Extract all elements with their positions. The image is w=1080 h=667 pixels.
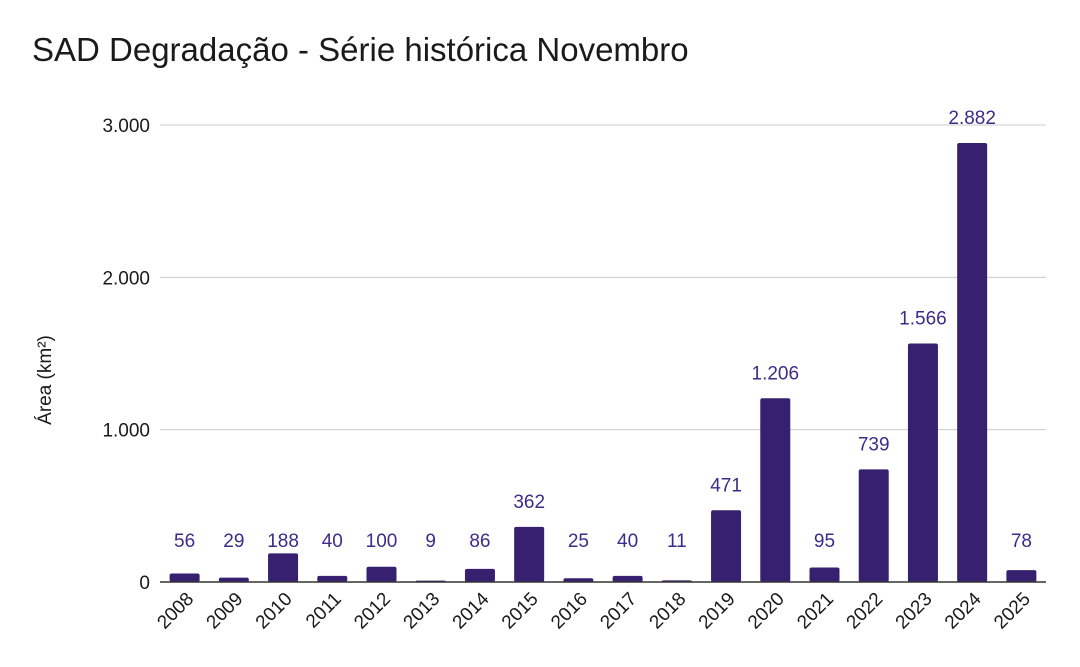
data-label: 95 (814, 531, 835, 552)
x-tick-label: 2011 (302, 589, 346, 633)
data-label: 739 (858, 434, 890, 455)
bar-2021 (809, 567, 840, 582)
data-label: 56 (174, 531, 195, 552)
data-label: 100 (366, 531, 398, 552)
bar-2016 (563, 578, 594, 582)
x-tick-label: 2021 (793, 589, 838, 634)
chart-title: SAD Degradação - Série histórica Novembr… (32, 31, 689, 68)
bar-2025 (1006, 570, 1037, 582)
data-label: 40 (617, 531, 638, 552)
x-tick-label: 2009 (203, 589, 248, 634)
bar-2014 (464, 568, 495, 582)
data-label: 11 (667, 531, 687, 552)
x-tick-label: 2019 (695, 589, 740, 634)
bar-2019 (711, 510, 742, 582)
data-label: 9 (425, 531, 436, 552)
x-tick-label: 2024 (941, 588, 986, 633)
y-tick-label: 0 (139, 573, 150, 594)
bar-2010 (268, 553, 299, 582)
x-tick-label: 2023 (892, 589, 937, 634)
y-axis-label: Área (km²) (35, 335, 56, 425)
gridlines (160, 124, 1046, 431)
x-axis-ticks: 2008 2009 2010 2011 2012 2013 2014 2015 2016 2017… (153, 588, 1035, 633)
bar-2017 (612, 575, 643, 582)
x-tick-label: 2018 (646, 589, 691, 634)
data-label: 25 (568, 531, 589, 552)
x-tick-label: 2008 (153, 589, 198, 634)
data-label: 471 (710, 475, 742, 496)
x-tick-label: 2015 (498, 589, 543, 634)
data-label: 78 (1011, 531, 1032, 552)
data-label: 362 (513, 492, 545, 513)
y-tick-label: 2.000 (102, 268, 150, 289)
x-tick-label: 2013 (400, 589, 445, 634)
bar-2008 (169, 573, 200, 582)
data-label: 1.206 (752, 363, 800, 384)
bar-2011 (317, 575, 348, 582)
x-tick-label: 2014 (449, 588, 494, 633)
data-label: 1.566 (899, 308, 947, 329)
bar-2015 (514, 526, 545, 582)
bar-2012 (366, 566, 397, 582)
data-labels: 56 29 188 40 100 9 86 362 25 40 11 471 1.206 95 739 1.5… (174, 108, 1032, 552)
x-tick-label: 2025 (990, 589, 1035, 634)
x-tick-label: 2020 (744, 589, 789, 634)
bars (169, 142, 1037, 582)
x-tick-label: 2022 (843, 589, 888, 634)
y-tick-label: 3.000 (102, 116, 150, 137)
x-tick-label: 2017 (596, 589, 641, 634)
y-axis-ticks: 0 1.000 2.000 3.000 (102, 116, 150, 594)
bar-2020 (760, 398, 791, 582)
bar-2022 (858, 469, 889, 582)
x-tick-label: 2016 (547, 589, 592, 634)
bar-2023 (907, 343, 938, 582)
bar-2024 (957, 142, 988, 582)
data-label: 188 (267, 531, 299, 552)
data-label: 29 (223, 531, 244, 552)
y-tick-label: 1.000 (102, 421, 150, 442)
data-label: 86 (469, 531, 490, 552)
data-label: 2.882 (948, 108, 996, 129)
bar-2009 (218, 577, 249, 582)
data-label: 40 (322, 531, 343, 552)
x-tick-label: 2012 (350, 589, 395, 634)
x-tick-label: 2010 (252, 589, 297, 634)
